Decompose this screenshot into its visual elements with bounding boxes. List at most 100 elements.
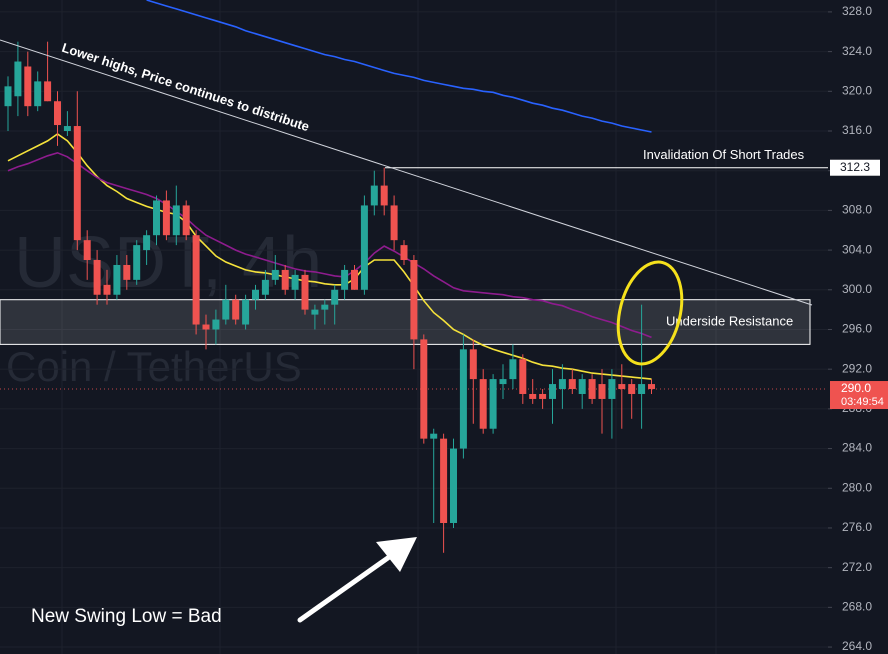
- watermark: Coin / TetherUS: [6, 343, 302, 390]
- y-tick-label: 284.0: [842, 441, 872, 455]
- candle-body: [222, 299, 230, 320]
- axis-layer: 264.0268.0272.0276.0280.0284.0288.0292.0…: [828, 4, 888, 653]
- candle-body: [172, 205, 180, 236]
- y-tick-label: 280.0: [842, 480, 872, 494]
- candle-body: [509, 359, 517, 380]
- y-tick-label: 328.0: [842, 4, 872, 18]
- candle-body: [192, 235, 200, 325]
- candle-body: [539, 393, 547, 399]
- candle-body: [450, 448, 457, 524]
- candle-body: [83, 240, 91, 261]
- candle-body: [63, 126, 71, 131]
- candle-body: [261, 279, 269, 295]
- candle-body: [34, 81, 42, 107]
- candle-body: [4, 86, 12, 107]
- candle-body: [212, 319, 220, 330]
- price-axis: [828, 0, 888, 654]
- y-tick-label: 264.0: [842, 639, 872, 653]
- candle-body: [103, 284, 111, 295]
- candle-body: [123, 264, 131, 280]
- candle-body: [489, 379, 497, 429]
- last-price-box: [830, 381, 888, 410]
- candle-body: [232, 299, 240, 320]
- candle-body: [598, 384, 606, 399]
- candle-body: [380, 185, 388, 206]
- countdown: 03:49:54: [841, 396, 884, 408]
- candle-body: [54, 101, 61, 126]
- candle-body: [113, 264, 121, 295]
- candle-body: [648, 384, 655, 390]
- y-tick-label: 324.0: [842, 44, 872, 58]
- candle-body: [93, 260, 101, 295]
- candle-body: [44, 81, 52, 102]
- y-tick-label: 320.0: [842, 83, 872, 97]
- candle-body: [499, 379, 507, 385]
- candle-body: [182, 205, 190, 236]
- candles: [4, 41, 655, 553]
- candle-body: [440, 438, 448, 524]
- candle-body: [351, 269, 358, 290]
- invalidation-label: Invalidation Of Short Trades: [643, 147, 805, 162]
- highlight-ellipse: [616, 260, 684, 366]
- candle-body: [459, 349, 467, 449]
- y-tick-label: 304.0: [842, 242, 872, 256]
- candle-body: [469, 349, 477, 380]
- candle-body: [252, 289, 259, 300]
- candle-body: [420, 339, 428, 439]
- candle-body: [578, 379, 586, 394]
- candle-body: [519, 359, 527, 394]
- candle-body: [271, 269, 279, 280]
- y-tick-label: 308.0: [842, 203, 872, 217]
- y-tick-label: 272.0: [842, 560, 872, 574]
- y-tick-label: 268.0: [842, 600, 872, 614]
- candle-body: [242, 299, 250, 325]
- moving-average: [146, 0, 652, 133]
- arrow-head: [376, 537, 417, 572]
- candle-body: [638, 384, 646, 394]
- y-tick-label: 300.0: [842, 282, 872, 296]
- candle-body: [410, 260, 418, 340]
- y-tick-label: 276.0: [842, 520, 872, 534]
- candle-body: [588, 379, 596, 399]
- moving-average: [7, 133, 652, 380]
- candle-body: [281, 269, 289, 290]
- last-price: 290.0: [841, 381, 871, 395]
- zone-label: Underside Resistance: [666, 313, 793, 328]
- candle-body: [608, 379, 616, 399]
- candle-body: [360, 205, 368, 290]
- invalidation-price: 312.3: [840, 160, 870, 174]
- y-tick-label: 316.0: [842, 123, 872, 137]
- candle-body: [202, 324, 210, 330]
- candle-body: [291, 274, 299, 290]
- candle-body: [14, 61, 22, 97]
- candle-body: [558, 379, 566, 390]
- zone-layer: Underside Resistance Invalidation Of Shor…: [0, 147, 828, 390]
- invalidation-price-box: [830, 159, 880, 176]
- candle-body: [331, 289, 339, 305]
- swing-note: New Swing Low = Bad: [31, 606, 222, 627]
- candle-body: [529, 393, 537, 399]
- trendline: [0, 39, 813, 306]
- y-tick-label: 296.0: [842, 322, 872, 336]
- candle-body: [143, 235, 151, 251]
- vertical-grid: [61, 0, 717, 654]
- candle-body: [321, 304, 329, 310]
- candle-body: [568, 379, 576, 390]
- candle-body: [73, 126, 81, 241]
- grid: [0, 11, 828, 648]
- arrow-shaft: [297, 552, 395, 623]
- candle-body: [24, 66, 32, 107]
- candle-body: [390, 205, 398, 241]
- candle-body: [400, 245, 408, 261]
- moving-average: [7, 151, 652, 339]
- candle-body: [370, 185, 378, 206]
- candle-body: [628, 384, 636, 394]
- candle-body: [430, 433, 438, 439]
- candle-body: [133, 245, 141, 280]
- candle-body: [311, 309, 319, 315]
- candle-body: [549, 384, 556, 399]
- ma-layer: [7, 0, 652, 380]
- y-tick-label: 292.0: [842, 361, 872, 375]
